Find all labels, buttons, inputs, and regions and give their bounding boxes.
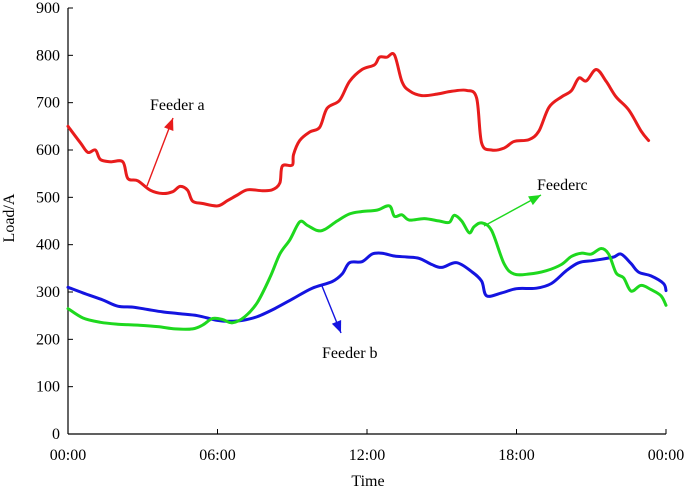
annotation-arrowhead-feeder-a	[164, 118, 174, 131]
series-group	[66, 52, 668, 331]
series-line-feeder-a	[66, 52, 651, 208]
annotation-arrowhead-feeder-b	[331, 320, 342, 333]
axes: 0 100 200 300 400 500 600 700 800 900 00:00 06:00 12…	[36, 0, 684, 464]
x-tick-label: 12:00	[349, 447, 385, 464]
y-tick-label: 500	[36, 189, 60, 206]
annotations: Feeder a Feeder b Feederc	[146, 97, 588, 362]
y-tick-label: 600	[36, 142, 60, 159]
annotation-label-feederc: Feederc	[537, 177, 588, 194]
annotation-label-feeder-a: Feeder a	[150, 97, 205, 114]
y-tick-label: 200	[36, 331, 60, 348]
annotation-arrowhead-feederc	[528, 195, 541, 206]
annotation-arrow-feeder-a	[146, 117, 174, 187]
y-tick-label: 400	[36, 237, 60, 254]
x-axis-title: Time	[351, 473, 384, 488]
y-tick-label: 100	[36, 379, 60, 396]
series-line-feederc	[66, 204, 668, 331]
annotation-label-feeder-b: Feeder b	[322, 345, 378, 362]
y-tick-label: 700	[36, 95, 60, 112]
x-tick-label: 00:00	[50, 447, 86, 464]
y-tick-label: 900	[36, 0, 60, 17]
x-tick-label: 06:00	[199, 447, 235, 464]
y-axis-title: Load/A	[1, 193, 18, 242]
x-tick-label: 18:00	[498, 447, 534, 464]
y-tick-label: 0	[52, 426, 60, 443]
y-tick-label: 300	[36, 284, 60, 301]
x-tick-label: 00:00	[648, 447, 684, 464]
series-line-feeder-b	[66, 251, 668, 323]
y-tick-label: 800	[36, 47, 60, 64]
